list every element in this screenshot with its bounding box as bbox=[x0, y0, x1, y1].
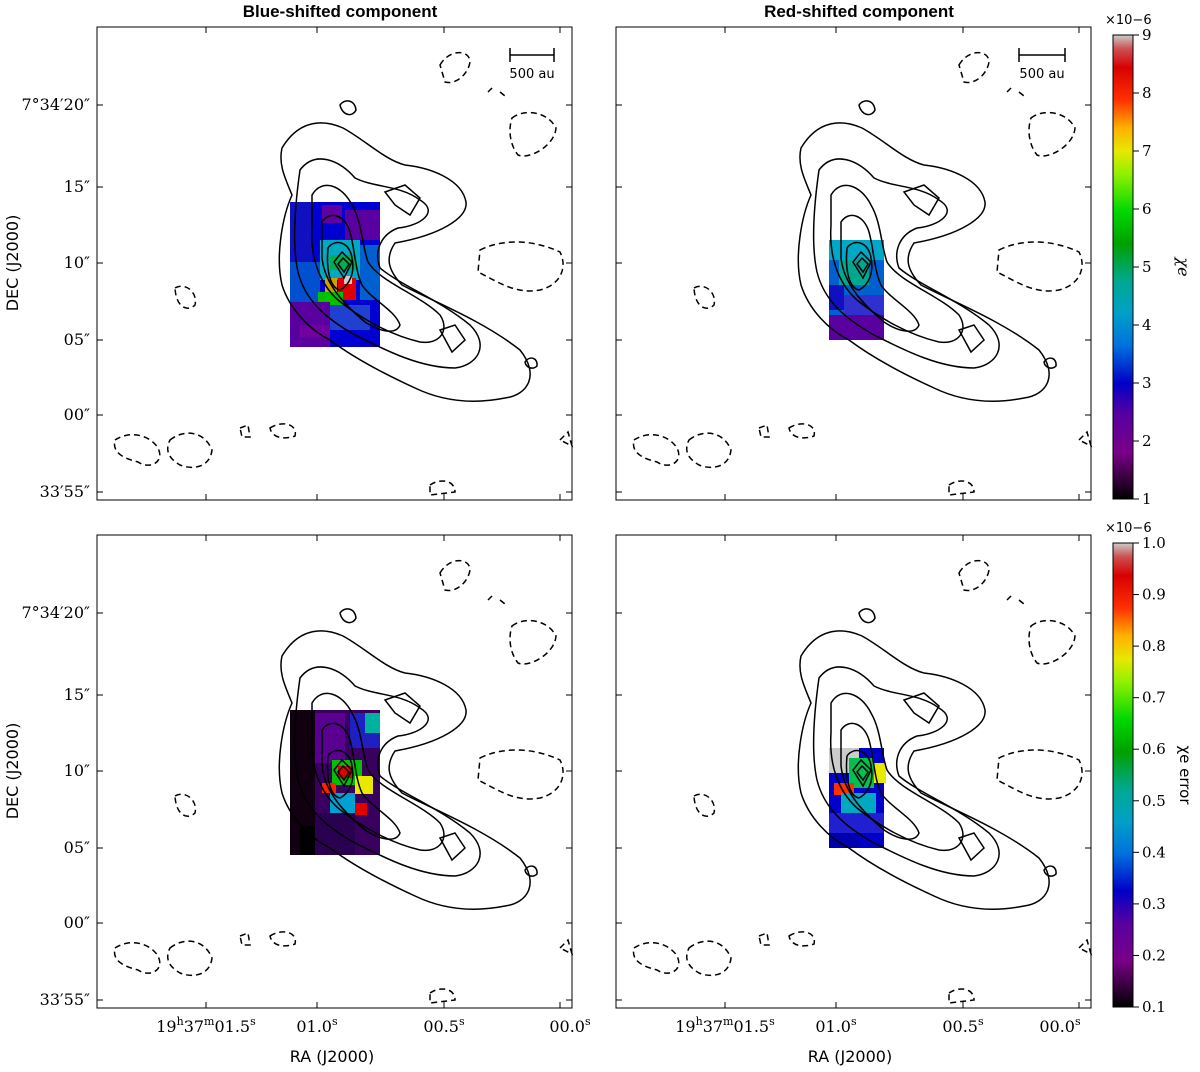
scalebar-top-left: 500 au bbox=[509, 48, 555, 82]
panel-bottom-left bbox=[96, 534, 573, 1009]
dec-axis-label-bottom: DEC (J2000) bbox=[3, 723, 22, 820]
dec-tick-label: 15″ bbox=[64, 177, 90, 196]
colorbar-tick-label: 1 bbox=[1142, 490, 1152, 508]
colorbar-tick-label: 3 bbox=[1142, 374, 1152, 392]
chi-e-map-red bbox=[829, 240, 884, 340]
ra-tick-label: 00.0s bbox=[549, 1015, 591, 1036]
dec-tick-label: 10″ bbox=[64, 253, 90, 272]
colorbar-label: χe error bbox=[1176, 746, 1194, 806]
colorbar-tick-label: 1.0 bbox=[1142, 534, 1166, 552]
chi-e-error-map-blue bbox=[290, 710, 380, 855]
ra-tick-label: 00.5s bbox=[942, 1015, 984, 1036]
scalebar-label: 500 au bbox=[1019, 67, 1064, 82]
dec-tick-label: 7°34′20″ bbox=[21, 95, 90, 114]
dec-tick-label: 10″ bbox=[64, 761, 90, 780]
dec-tick-label: 15″ bbox=[64, 685, 90, 704]
colorbar-tick-label: 0.1 bbox=[1142, 998, 1166, 1016]
colorbar-tick-label: 5 bbox=[1142, 258, 1152, 276]
colorbar-chi-e-error: ×10−6 0.1 0.2 0.3 0.4 0.5 0.6 0.7 0.8 0.9 1.0 χe … bbox=[1105, 521, 1194, 1016]
dec-tick-label: 7°34′20″ bbox=[21, 603, 90, 622]
colorbar-multiplier: ×10−6 bbox=[1105, 521, 1152, 536]
colorbar-tick-label: 0.9 bbox=[1142, 586, 1166, 604]
ra-tick-label: 00.5s bbox=[423, 1015, 465, 1036]
ra-tick-label: 01.0s bbox=[815, 1015, 857, 1036]
colorbar-chi-e: ×10−6 1 2 3 4 5 6 7 8 9 χe bbox=[1105, 13, 1193, 508]
colorbar-tick-label: 0.8 bbox=[1142, 637, 1166, 655]
dec-tick-label: 00″ bbox=[64, 405, 90, 424]
title-blue: Blue-shifted component bbox=[243, 2, 438, 21]
dec-tick-labels-top: 7°34′20″ 15″ 10″ 05″ 00″ 33′55″ bbox=[21, 95, 90, 501]
colorbar-tick-label: 0.7 bbox=[1142, 689, 1166, 707]
panel-top-right: Red-shifted component 500 au bbox=[615, 2, 1092, 501]
panel-top-left: Blue-shifted component bbox=[96, 2, 573, 501]
dec-tick-labels-bottom: 7°34′20″ 15″ 10″ 05″ 00″ 33′55″ bbox=[21, 603, 90, 1009]
ra-axis-label-left: RA (J2000) bbox=[290, 1047, 374, 1066]
colorbar-tick-label: 6 bbox=[1142, 200, 1152, 218]
tick-marks bbox=[97, 27, 1091, 1008]
ra-tick-labels-right: 19h37m01.5s 01.0s 00.5s 00.0s bbox=[675, 1015, 1081, 1036]
scalebar-label: 500 au bbox=[509, 67, 554, 82]
dec-axis-label-top: DEC (J2000) bbox=[3, 215, 22, 312]
ra-tick-label-first: 19h37m01.5s bbox=[156, 1015, 256, 1036]
dec-tick-label: 05″ bbox=[64, 330, 90, 349]
ra-tick-label: 01.0s bbox=[296, 1015, 338, 1036]
dec-tick-label: 00″ bbox=[64, 913, 90, 932]
chi-e-error-map-red bbox=[829, 748, 886, 848]
colorbar-tick-label: 9 bbox=[1142, 26, 1152, 44]
colorbar-tick-label: 0.3 bbox=[1142, 895, 1166, 913]
ra-tick-labels-left: 19h37m01.5s 01.0s 00.5s 00.0s bbox=[156, 1015, 591, 1036]
dec-tick-label: 33′55″ bbox=[40, 482, 90, 501]
colorbar-label: χe bbox=[1174, 256, 1193, 276]
colorbar-tick-label: 8 bbox=[1142, 84, 1152, 102]
ra-tick-label: 00.0s bbox=[1039, 1015, 1081, 1036]
dec-tick-label: 33′55″ bbox=[40, 990, 90, 1009]
colorbar-tick-label: 4 bbox=[1142, 316, 1152, 334]
colorbar-tick-label: 7 bbox=[1142, 142, 1152, 160]
colorbar-tick-label: 2 bbox=[1142, 432, 1152, 450]
colorbar-tick-label: 0.4 bbox=[1142, 843, 1166, 861]
chi-e-map-blue bbox=[290, 202, 380, 347]
colorbar-tick-label: 0.2 bbox=[1142, 946, 1166, 964]
panel-bottom-right bbox=[615, 534, 1092, 1009]
ra-axis-label-right: RA (J2000) bbox=[808, 1047, 892, 1066]
title-red: Red-shifted component bbox=[764, 2, 954, 21]
colorbar-tick-label: 0.6 bbox=[1142, 740, 1166, 758]
dec-tick-label: 05″ bbox=[64, 838, 90, 857]
ra-tick-label-first: 19h37m01.5s bbox=[675, 1015, 775, 1036]
colorbar-multiplier: ×10−6 bbox=[1105, 13, 1152, 28]
colorbar-tick-label: 0.5 bbox=[1142, 792, 1166, 810]
scalebar-top-right: 500 au bbox=[1018, 48, 1066, 82]
